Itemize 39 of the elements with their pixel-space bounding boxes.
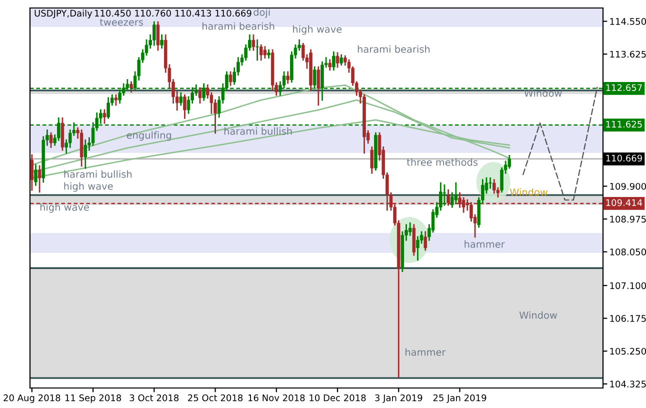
y-tick-label: 107.100 (610, 282, 646, 290)
y-tick-label: 113.625 (610, 50, 646, 58)
annotation: Window (519, 311, 558, 319)
y-tick-label: 105.250 (610, 348, 646, 355)
ref-line-label: 110.669 (606, 154, 642, 162)
x-tick-label: 3 Jan 2019 (375, 394, 422, 403)
ref-line-label: 112.657 (606, 84, 642, 92)
x-tick-label: 3 Oct 2018 (130, 394, 179, 402)
annotation: Window (524, 89, 562, 97)
annotation: three methods (406, 158, 478, 166)
annotation: high wave (64, 182, 113, 192)
annotation: hammer (406, 348, 446, 356)
x-tick-label: 10 Dec 2018 (310, 394, 366, 402)
annotation: Window (510, 188, 548, 196)
annotation: harami bearish (358, 45, 430, 53)
annotation: doji (254, 8, 270, 18)
y-tick-label: 114.550 (610, 18, 646, 25)
x-tick-label: 16 Nov 2018 (248, 394, 305, 402)
annotation: engulfing (126, 131, 172, 141)
annotation: tweezers (100, 18, 143, 26)
y-tick-label: 106.175 (610, 315, 646, 322)
y-tick-label: 108.975 (610, 216, 646, 223)
x-tick-label: 25 Oct 2018 (188, 394, 243, 402)
annotation: harami bullish (224, 127, 292, 135)
x-tick-label: 25 Jan 2019 (433, 394, 486, 403)
annotation: high wave (293, 25, 342, 35)
y-tick-label: 108.050 (610, 248, 646, 256)
x-tick-label: 11 Sep 2018 (65, 394, 122, 403)
y-tick-label: 104.325 (610, 380, 646, 388)
ref-line-label: 111.625 (606, 120, 642, 128)
annotation: high wave (40, 203, 89, 213)
chart-title: USDJPY,Daily (34, 10, 92, 18)
annotation: harami bearish (202, 22, 274, 30)
annotation: harami bullish (64, 170, 132, 178)
annotation: hammer (464, 240, 505, 248)
x-tick-label: 20 Aug 2018 (4, 394, 60, 403)
chart-subtitle: 110.450 110.760 110.413 110.669 (94, 10, 252, 17)
ref-line-label: 109.414 (606, 199, 642, 206)
y-tick-label: 109.900 (610, 182, 646, 190)
